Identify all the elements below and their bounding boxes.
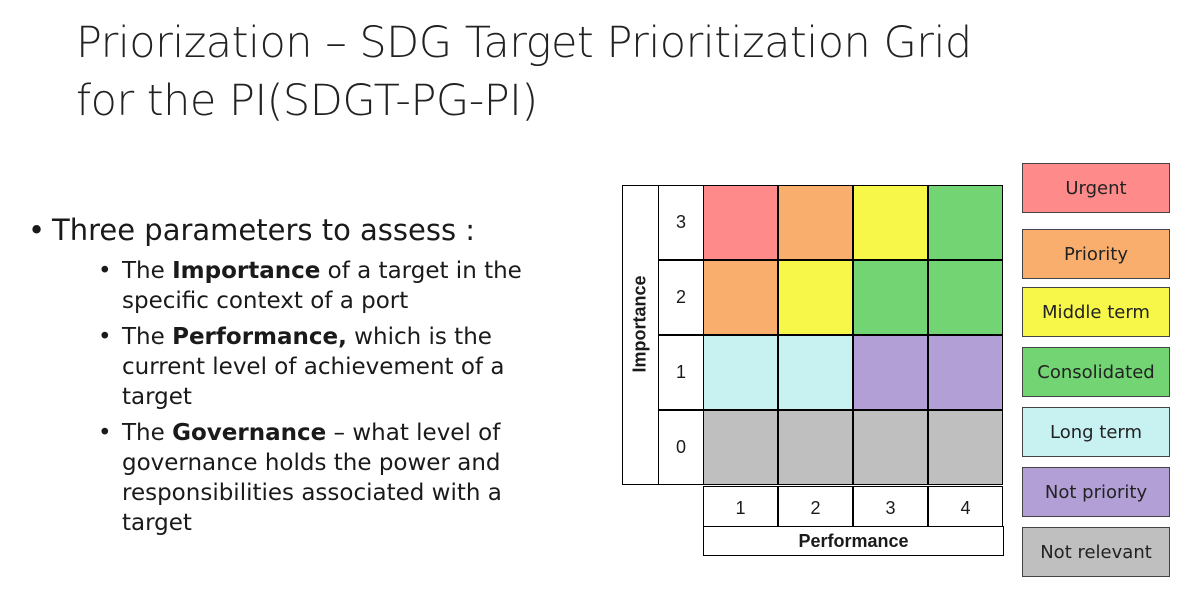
sub-bullet-text: The [122, 420, 173, 446]
grid-cell-not-relevant [703, 410, 778, 485]
sub-bullet-list: The Importance of a target in the specif… [98, 256, 588, 538]
sub-bullet-text: The [122, 258, 173, 284]
sub-bullet-keyword: Importance [172, 258, 321, 284]
slide-title-line-1: Priorization – SDG Target Prioritization… [76, 18, 972, 68]
legend-item-middle-term: Middle term [1022, 287, 1170, 337]
importance-axis-label: Importance [629, 275, 650, 373]
sub-bullet-text: The [122, 324, 173, 350]
performance-level-label: 4 [928, 486, 1003, 527]
sub-bullet-keyword: Performance, [172, 324, 347, 350]
performance-axis-label: Performance [703, 526, 1004, 556]
sub-bullet-governance: The Governance – what level of governanc… [98, 418, 572, 538]
importance-axis-box [622, 185, 658, 485]
grid-cell-consolidated [928, 260, 1003, 335]
grid-cell-priority [778, 185, 853, 260]
grid-cell-urgent [703, 185, 778, 260]
importance-level-label: 3 [658, 185, 704, 260]
importance-level-label: 0 [658, 410, 704, 485]
legend-item-not-relevant: Not relevant [1022, 527, 1170, 577]
grid-cell-not-relevant [928, 410, 1003, 485]
grid-cell-not-relevant [778, 410, 853, 485]
legend-item-urgent: Urgent [1022, 163, 1170, 213]
slide-title: Priorization – SDG Target Prioritization… [76, 14, 1156, 130]
grid-cell-not-priority [853, 335, 928, 410]
sub-bullet-text: of a target in the specific context of a… [122, 258, 522, 314]
grid-cell-long-term [778, 335, 853, 410]
grid-cell-priority [703, 260, 778, 335]
performance-level-label: 3 [853, 486, 928, 527]
bullet-list: Three parameters to assess : The Importa… [28, 212, 588, 544]
importance-level-label: 2 [658, 260, 704, 335]
legend-item-priority: Priority [1022, 229, 1170, 279]
performance-level-label: 2 [778, 486, 853, 527]
legend-item-not-priority: Not priority [1022, 467, 1170, 517]
slide-title-line-2: for the PI(SDGT-PG-PI) [76, 76, 538, 126]
legend-item-long-term: Long term [1022, 407, 1170, 457]
bullet-main: Three parameters to assess : [28, 212, 588, 248]
legend-item-consolidated: Consolidated [1022, 347, 1170, 397]
grid-cell-not-priority [928, 335, 1003, 410]
grid-cell-middle-term [853, 185, 928, 260]
sub-bullet-importance: The Importance of a target in the specif… [98, 256, 572, 316]
grid-cell-not-relevant [853, 410, 928, 485]
importance-level-label: 1 [658, 335, 704, 410]
grid-cell-long-term [703, 335, 778, 410]
grid-cell-consolidated [853, 260, 928, 335]
sub-bullet-keyword: Governance [172, 420, 327, 446]
performance-level-label: 1 [703, 486, 778, 527]
grid-cell-middle-term [778, 260, 853, 335]
sub-bullet-performance: The Performance, which is the current le… [98, 322, 572, 412]
sub-bullet-text: which is the current level of achievemen… [122, 324, 505, 410]
sub-bullet-text: – what level of governance holds the pow… [122, 420, 502, 536]
grid-cell-consolidated [928, 185, 1003, 260]
